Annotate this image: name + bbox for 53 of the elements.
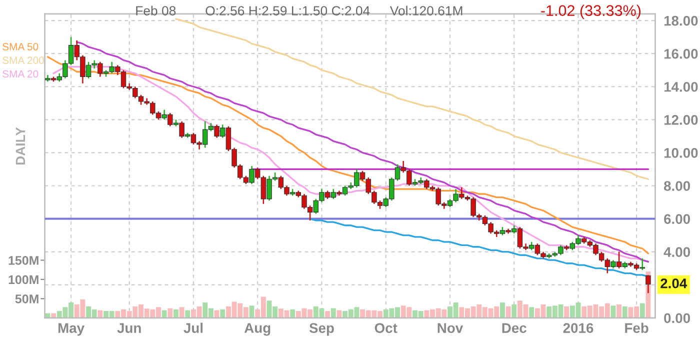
bar	[512, 304, 517, 318]
y-tick-label: 6.00	[664, 214, 690, 224]
bar	[325, 310, 330, 318]
annotation: -1.02 (33.33%)	[541, 4, 641, 20]
x-tick-label: Jun	[117, 323, 141, 333]
x-tick-label: Jul	[184, 322, 203, 333]
x-tick-label: Aug	[244, 323, 270, 336]
bar	[330, 308, 336, 318]
bar	[214, 310, 220, 318]
y-tick-label: 8.00	[664, 181, 690, 191]
bar	[640, 303, 645, 318]
annotation: Feb 08	[136, 6, 176, 16]
y-tick-label: 10.00	[664, 148, 698, 158]
text: 2.04	[660, 278, 688, 288]
series-label: SMA 20	[2, 70, 38, 78]
y2-tick-label: 50M	[15, 294, 38, 304]
x-tick-label: 2016	[563, 323, 594, 333]
bar	[616, 304, 622, 318]
text: SMA 200	[2, 56, 44, 64]
bar	[506, 306, 511, 318]
bar	[185, 310, 190, 318]
bar	[179, 307, 184, 318]
bar	[290, 309, 296, 318]
y2-tick-label: 100M	[8, 275, 38, 284]
y-tick-label: 16.00	[664, 48, 698, 59]
x-tick-label: Sep	[309, 323, 334, 336]
y-tick-label: 12.00	[664, 115, 698, 125]
y-tick-label: 0.00	[664, 313, 690, 324]
x-tick-label: May	[58, 323, 84, 336]
x-tick-label: Dec	[502, 323, 526, 333]
x-tick-label: Oct	[374, 323, 398, 333]
annotation: O:2.56 H:2.59 L:1.50 C:2.04	[206, 6, 370, 16]
bar	[98, 310, 103, 318]
bar	[564, 306, 570, 318]
series-label: SMA 50	[2, 43, 38, 50]
bar	[610, 306, 616, 318]
y2-tick-label: 150M	[8, 256, 38, 265]
x-tick-label: Nov	[438, 323, 464, 333]
bar	[168, 308, 173, 318]
y-tick-label: 18.00	[664, 16, 698, 26]
bar	[173, 309, 178, 318]
annotation: Vol:120.61M	[390, 6, 462, 16]
bar	[529, 307, 534, 318]
bar	[622, 306, 628, 318]
bar	[336, 310, 342, 318]
x-tick-label: Feb	[625, 322, 648, 333]
bar	[162, 310, 167, 318]
line-series	[175, 18, 650, 180]
text: DAILY	[16, 127, 25, 165]
bar	[500, 302, 505, 318]
y-tick-label: 4.00	[664, 247, 690, 257]
bar	[220, 309, 226, 318]
y-tick-label: 14.00	[664, 82, 698, 92]
